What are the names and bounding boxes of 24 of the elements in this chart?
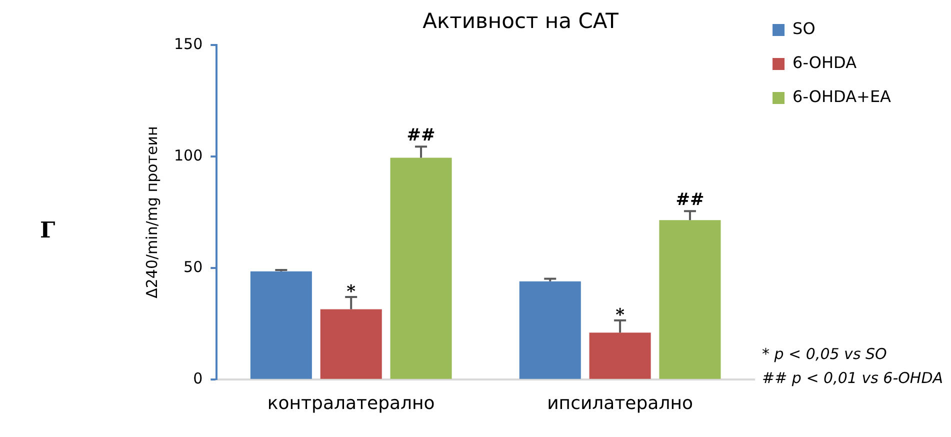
y-axis-title: Δ240/min/mg протеин <box>142 126 161 298</box>
annotation: ## <box>676 190 704 210</box>
y-tick-label: 100 <box>174 146 203 164</box>
bar <box>250 271 312 379</box>
annotation: * <box>616 305 625 326</box>
bar <box>589 332 651 379</box>
legend-label: 6-OHDA <box>792 53 857 72</box>
chart-title: Активност на CAT <box>422 9 619 34</box>
y-tick-label: 50 <box>184 258 203 276</box>
y-tick-label: 0 <box>193 369 203 388</box>
legend-label: SO <box>792 19 816 38</box>
text: * p < 0,05 vs SO <box>762 344 888 363</box>
annotation: ## <box>406 125 436 146</box>
x-tick-label: контралатерално <box>267 392 435 414</box>
text: Г <box>40 218 56 244</box>
bar <box>659 220 721 379</box>
bar <box>390 158 452 379</box>
annotation: * <box>346 282 356 302</box>
bar <box>519 281 581 379</box>
legend-label: 6-OHDA+EA <box>792 87 892 106</box>
x-tick-label: ипсилатерално <box>547 392 694 414</box>
text: ## p < 0,01 vs 6-OHDA <box>762 368 944 387</box>
y-tick-label: 150 <box>174 35 203 54</box>
bar <box>320 309 382 379</box>
